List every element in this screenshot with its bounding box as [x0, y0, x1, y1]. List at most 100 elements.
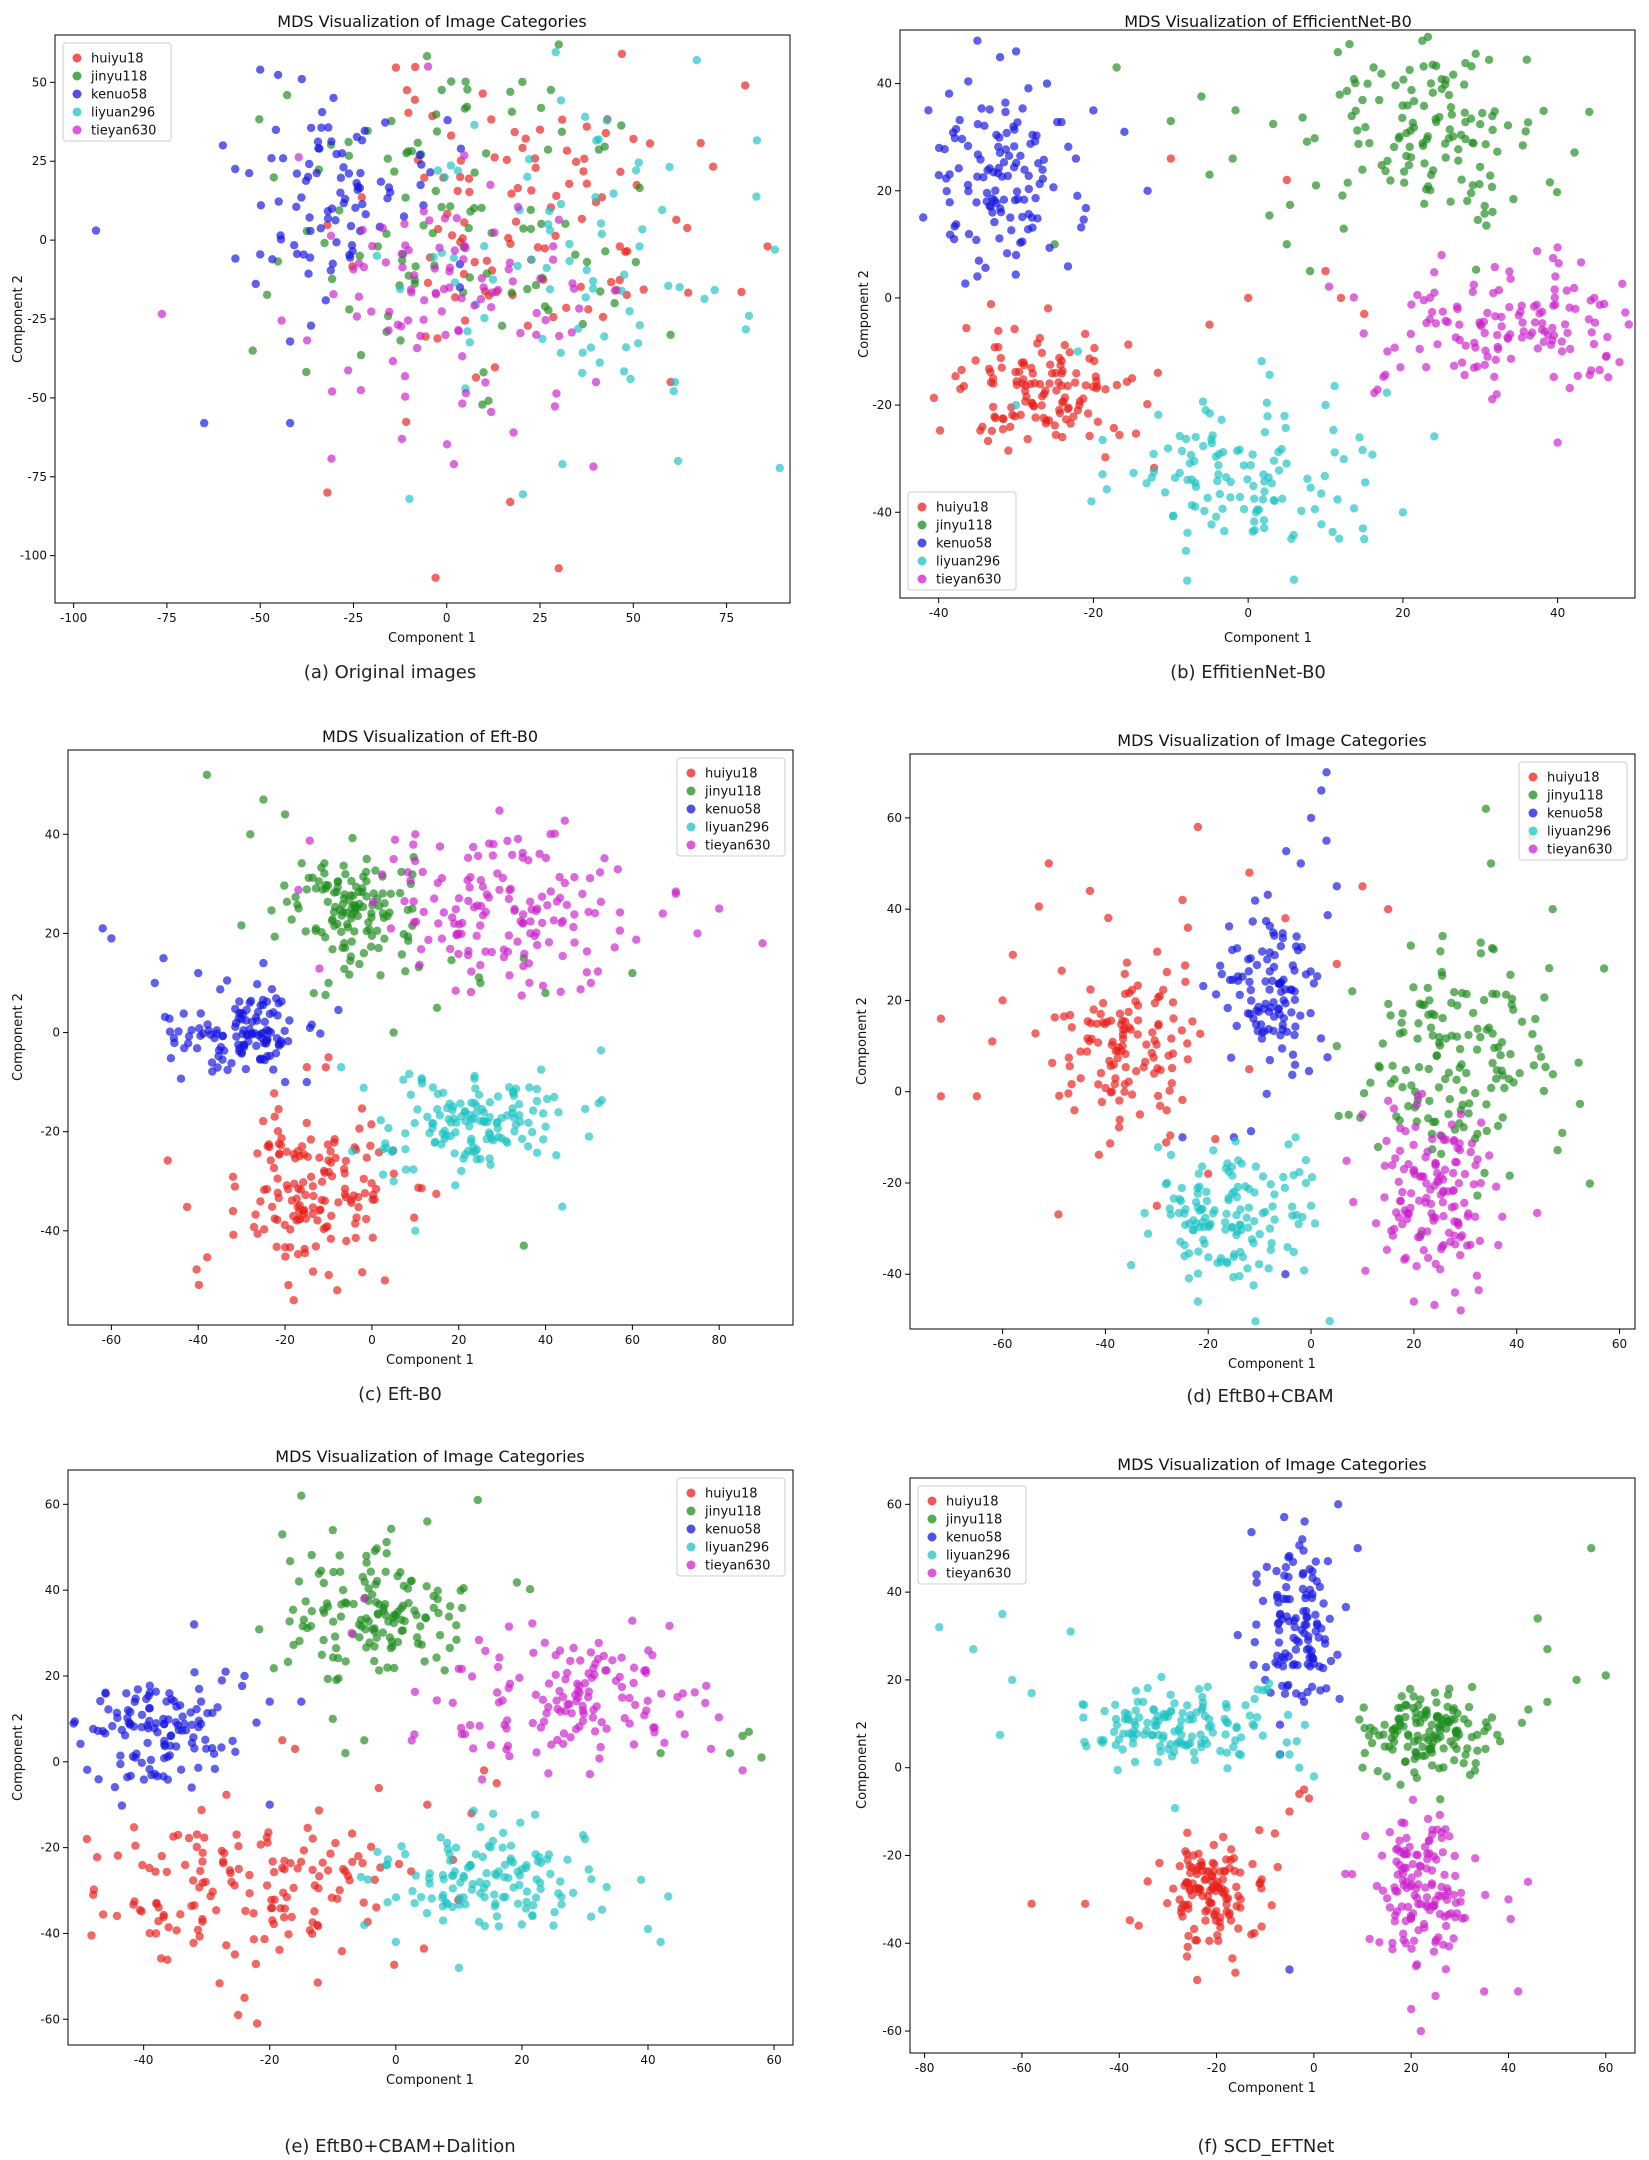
scatter-point-kenuo58	[1009, 163, 1019, 172]
scatter-point-huiyu18	[1218, 1875, 1228, 1884]
scatter-point-huiyu18	[1153, 368, 1163, 377]
scatter-point-jinyu118	[1431, 1117, 1440, 1127]
scatter-point-jinyu118	[390, 1663, 399, 1673]
scatter-point-kenuo58	[1269, 928, 1278, 937]
y-tick-label: -40	[40, 1926, 60, 1940]
scatter-point-huiyu18	[1004, 446, 1013, 455]
scatter-point-tieyan630	[410, 1730, 419, 1739]
scatter-point-huiyu18	[1131, 429, 1141, 438]
scatter-point-jinyu118	[314, 877, 323, 886]
scatter-point-kenuo58	[1291, 1645, 1301, 1654]
scatter-point-jinyu118	[397, 867, 406, 877]
scatter-point-kenuo58	[1296, 859, 1306, 868]
y-tick-label: -40	[882, 1936, 902, 1950]
scatter-point-liyuan296	[1223, 1258, 1232, 1268]
legend-label-jinyu118: jinyu118	[90, 70, 147, 85]
scatter-point-tieyan630	[1492, 1182, 1501, 1191]
scatter-point-liyuan296	[1204, 1253, 1213, 1262]
scatter-point-liyuan296	[428, 1083, 438, 1092]
scatter-point-liyuan296	[1264, 1264, 1273, 1273]
scatter-point-jinyu118	[1447, 110, 1457, 119]
scatter-point-liyuan296	[1222, 1703, 1231, 1712]
scatter-point-kenuo58	[153, 1772, 162, 1781]
scatter-point-tieyan630	[533, 940, 542, 950]
scatter-point-liyuan296	[1250, 517, 1259, 526]
scatter-point-kenuo58	[189, 1733, 198, 1742]
scatter-point-jinyu118	[328, 1714, 337, 1724]
scatter-point-liyuan296	[500, 1873, 509, 1882]
scatter-point-liyuan296	[584, 1132, 594, 1141]
scatter-point-liyuan296	[1207, 520, 1216, 529]
scatter-point-kenuo58	[1317, 786, 1326, 795]
scatter-point-jinyu118	[1464, 1719, 1473, 1728]
scatter-point-liyuan296	[998, 1609, 1007, 1619]
scatter-point-kenuo58	[337, 149, 347, 158]
scatter-point-kenuo58	[231, 1022, 240, 1031]
scatter-point-kenuo58	[292, 202, 301, 211]
scatter-point-liyuan296	[1254, 505, 1264, 514]
scatter-point-jinyu118	[1429, 1732, 1438, 1742]
scatter-point-liyuan296	[378, 1170, 388, 1179]
scatter-point-huiyu18	[286, 1225, 295, 1234]
scatter-point-kenuo58	[243, 1030, 252, 1039]
scatter-point-tieyan630	[505, 258, 515, 267]
scatter-point-liyuan296	[523, 172, 532, 181]
scatter-point-jinyu118	[1459, 1759, 1468, 1768]
scatter-point-kenuo58	[1261, 977, 1270, 986]
y-tick-label: 60	[887, 1497, 902, 1511]
scatter-point-kenuo58	[1314, 1633, 1324, 1642]
scatter-point-huiyu18	[228, 1206, 238, 1216]
scatter-point-huiyu18	[1106, 1139, 1115, 1148]
scatter-point-tieyan630	[1466, 1240, 1475, 1250]
scatter-point-jinyu118	[327, 274, 337, 284]
scatter-point-jinyu118	[1339, 224, 1348, 233]
scatter-point-tieyan630	[1504, 1895, 1513, 1904]
scatter-point-liyuan296	[673, 456, 683, 466]
scatter-point-tieyan630	[1397, 1902, 1407, 1911]
scatter-point-jinyu118	[1575, 1099, 1585, 1109]
scatter-point-tieyan630	[1416, 2026, 1426, 2036]
scatter-point-kenuo58	[961, 279, 970, 288]
scatter-point-liyuan296	[1213, 1258, 1222, 1268]
scatter-point-huiyu18	[335, 1886, 344, 1895]
scatter-point-huiyu18	[389, 1169, 398, 1178]
scatter-point-tieyan630	[1431, 1935, 1441, 1945]
scatter-point-kenuo58	[1064, 142, 1073, 151]
scatter-point-huiyu18	[266, 1904, 276, 1913]
scatter-point-tieyan630	[551, 1651, 560, 1660]
scatter-point-huiyu18	[1299, 1785, 1309, 1794]
scatter-point-kenuo58	[116, 1759, 125, 1769]
scatter-point-tieyan630	[1498, 1212, 1507, 1221]
scatter-point-liyuan296	[1209, 1146, 1218, 1155]
scatter-point-jinyu118	[1349, 75, 1359, 84]
scatter-point-kenuo58	[974, 256, 984, 265]
scatter-point-liyuan296	[1185, 459, 1195, 468]
scatter-point-huiyu18	[1225, 1863, 1234, 1873]
scatter-point-tieyan630	[532, 330, 541, 339]
scatter-point-tieyan630	[416, 331, 425, 341]
scatter-point-huiyu18	[208, 1887, 217, 1896]
scatter-point-huiyu18	[1064, 1089, 1073, 1098]
scatter-point-liyuan296	[549, 1921, 558, 1930]
scatter-point-kenuo58	[110, 1783, 120, 1792]
scatter-point-huiyu18	[230, 1950, 240, 1959]
scatter-point-huiyu18	[402, 417, 411, 427]
scatter-point-jinyu118	[1517, 1718, 1527, 1728]
scatter-point-tieyan630	[481, 907, 490, 917]
scatter-point-huiyu18	[315, 1206, 324, 1215]
scatter-point-tieyan630	[1456, 1306, 1465, 1315]
scatter-point-jinyu118	[1406, 941, 1416, 950]
scatter-point-tieyan630	[1455, 320, 1464, 329]
scatter-point-kenuo58	[1308, 1653, 1317, 1663]
scatter-point-tieyan630	[477, 1775, 487, 1784]
scatter-point-tieyan630	[502, 1716, 512, 1725]
scatter-point-huiyu18	[1096, 1009, 1105, 1019]
scatter-point-kenuo58	[200, 418, 209, 428]
scatter-point-kenuo58	[1290, 1616, 1299, 1625]
scatter-point-liyuan296	[498, 1843, 507, 1852]
scatter-point-liyuan296	[391, 1937, 400, 1947]
scatter-point-huiyu18	[639, 285, 648, 294]
scatter-point-kenuo58	[1027, 213, 1037, 222]
scatter-point-jinyu118	[362, 926, 371, 936]
